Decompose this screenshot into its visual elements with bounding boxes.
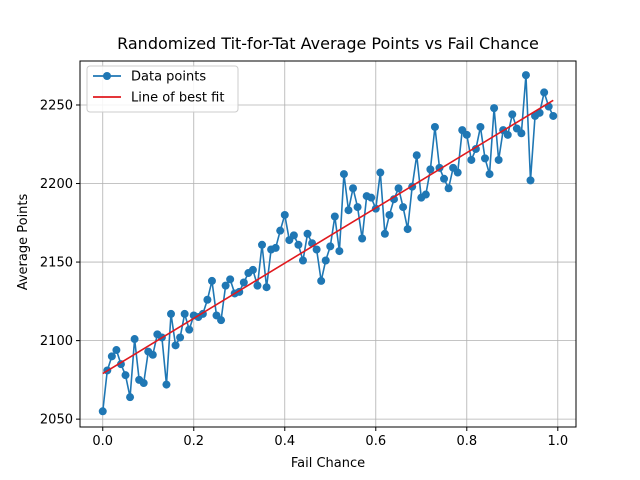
data-point <box>444 184 453 193</box>
data-point <box>399 203 408 212</box>
data-point <box>485 170 494 179</box>
data-point <box>540 88 549 97</box>
data-point <box>380 229 389 238</box>
y-tick-label: 2250 <box>40 98 73 113</box>
data-point <box>298 256 307 265</box>
data-point <box>412 151 421 160</box>
data-series-line <box>101 75 554 412</box>
x-tick-label: 0.8 <box>456 434 477 449</box>
data-point <box>508 110 517 119</box>
legend-label: Line of best fit <box>131 91 224 106</box>
y-tick-label: 2100 <box>40 334 73 349</box>
x-axis-label: Fail Chance <box>291 456 365 471</box>
data-point <box>112 346 121 355</box>
data-point <box>130 335 139 344</box>
data-point <box>403 225 412 234</box>
x-tick-label: 0.4 <box>274 434 295 449</box>
legend-label: Data points <box>131 70 206 85</box>
data-point <box>440 174 449 183</box>
data-point <box>312 245 321 254</box>
data-point <box>471 144 480 153</box>
legend-box <box>86 65 239 113</box>
data-point <box>494 155 503 164</box>
y-tick-label: 2150 <box>40 256 73 271</box>
legend: Data points Line of best fit <box>86 65 239 113</box>
data-point <box>162 380 171 389</box>
data-point <box>226 275 235 284</box>
data-point <box>148 350 157 359</box>
best-fit-line <box>102 99 554 375</box>
data-point <box>289 231 298 240</box>
chart-title: Randomized Tit-for-Tat Average Points vs… <box>117 34 539 53</box>
data-point <box>167 309 176 318</box>
data-point <box>453 168 462 177</box>
data-point <box>421 190 430 199</box>
data-point <box>385 210 394 219</box>
data-point <box>221 281 230 290</box>
y-axis-label: Average Points <box>16 193 31 290</box>
data-point <box>253 281 262 290</box>
data-point <box>121 371 130 380</box>
data-point <box>517 129 526 138</box>
data-point <box>321 256 330 265</box>
y-tick-label: 2200 <box>40 177 73 192</box>
legend-marker <box>103 72 111 80</box>
data-point <box>394 184 403 193</box>
data-point <box>303 229 312 238</box>
x-tick-label: 1.0 <box>547 434 568 449</box>
data-point <box>344 206 353 215</box>
data-point <box>107 352 116 361</box>
data-point <box>203 295 212 304</box>
data-point <box>480 154 489 163</box>
data-point <box>126 393 135 402</box>
data-point <box>490 104 499 113</box>
data-point <box>98 407 107 416</box>
data-point <box>317 276 326 285</box>
x-tick-label: 0.6 <box>365 434 386 449</box>
data-point <box>521 71 530 80</box>
data-point <box>207 276 216 285</box>
data-point <box>476 122 485 131</box>
data-point <box>426 165 435 174</box>
data-point <box>185 325 194 334</box>
axis-ticks: 0.0 0.2 0.4 0.6 0.8 1.0 2050 2100 2150 2200 2250 <box>40 98 568 449</box>
data-point <box>176 333 185 342</box>
data-point <box>258 240 267 249</box>
data-point <box>535 108 544 117</box>
data-point <box>339 170 348 179</box>
data-point <box>262 283 271 292</box>
data-point <box>180 309 189 318</box>
data-point <box>139 379 148 388</box>
data-point <box>349 184 358 193</box>
data-point <box>239 278 248 287</box>
y-tick-label: 2050 <box>40 413 73 428</box>
data-point <box>430 122 439 131</box>
data-point <box>358 234 367 243</box>
data-point <box>271 243 280 252</box>
data-point <box>376 168 385 177</box>
data-point <box>280 210 289 219</box>
data-point <box>171 341 180 350</box>
data-point <box>549 111 558 120</box>
data-point <box>503 130 512 139</box>
data-point <box>335 247 344 256</box>
x-tick-label: 0.2 <box>183 434 204 449</box>
data-point <box>367 193 376 202</box>
plot-frame <box>79 60 577 428</box>
data-point <box>248 265 257 274</box>
data-point <box>276 226 285 235</box>
data-point <box>353 203 362 212</box>
data-point <box>467 155 476 164</box>
plot-series <box>98 71 558 416</box>
x-tick-label: 0.0 <box>92 434 113 449</box>
data-point <box>526 176 535 185</box>
data-point <box>330 212 339 221</box>
data-point <box>294 240 303 249</box>
data-point <box>217 316 226 325</box>
data-point <box>326 242 335 251</box>
data-point <box>462 130 471 139</box>
